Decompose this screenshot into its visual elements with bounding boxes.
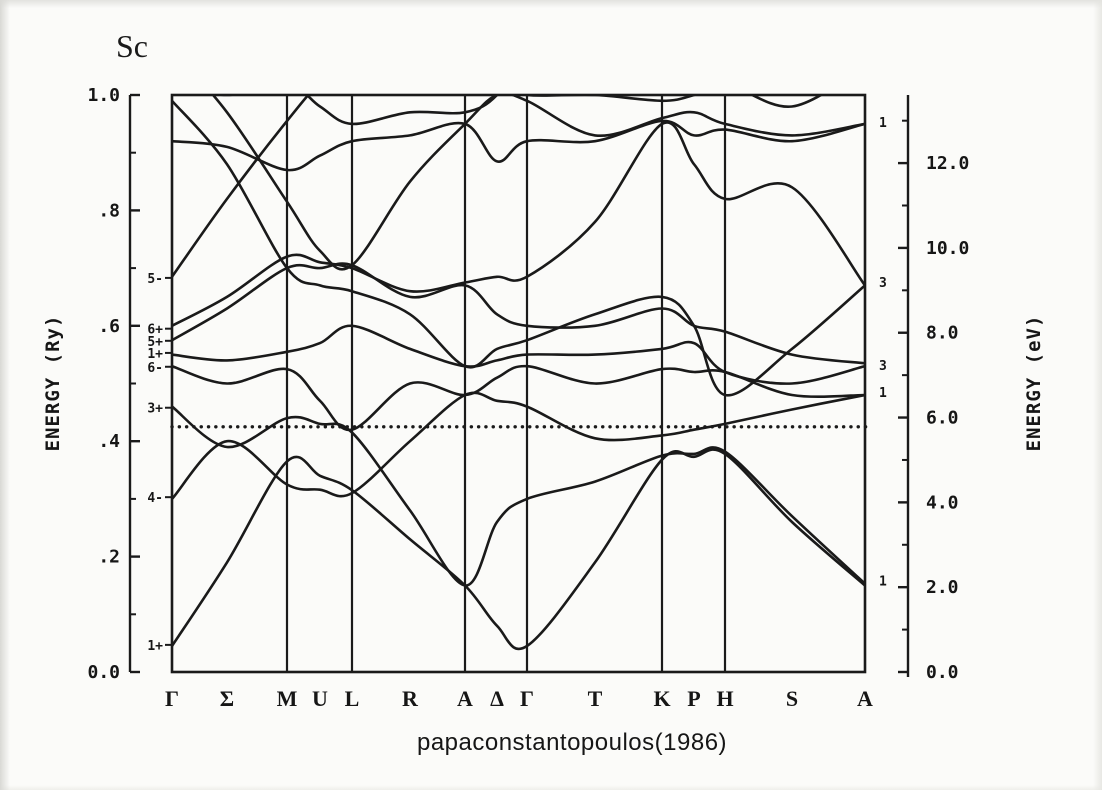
- figure-caption: papaconstantopoulos(1986): [416, 729, 728, 756]
- band-symmetry-label-right: 3: [879, 359, 887, 374]
- band-symmetry-label-left: 6-: [147, 361, 163, 376]
- y-right-tick-label: 4.0: [926, 492, 959, 513]
- plot-frame: [170, 93, 867, 674]
- band-curve: [172, 405, 865, 587]
- y-right-tick-label: 6.0: [926, 408, 959, 429]
- x-axis-kpoint-label: Γ: [165, 686, 179, 711]
- x-axis-kpoint-label: H: [716, 686, 733, 711]
- x-axis-kpoint-label: Γ: [520, 686, 534, 711]
- x-axis-kpoint-label: L: [345, 686, 360, 711]
- y-right-tick-label: 0.0: [926, 662, 959, 683]
- x-axis-kpoint-label: M: [277, 686, 298, 711]
- y-left-tick-label: .8: [98, 200, 120, 221]
- y-right-tick-label: 8.0: [926, 323, 959, 344]
- band-curves: [172, 95, 865, 651]
- band-symmetry-label-left: 1+: [147, 639, 163, 654]
- x-axis-kpoint-label: Σ: [220, 686, 234, 711]
- band-curve: [213, 95, 499, 126]
- band-symmetry-label-left: 4-: [147, 491, 163, 506]
- y-left-tick-label: .4: [98, 431, 120, 452]
- x-axis-kpoint-label: Δ: [490, 686, 504, 711]
- x-axis-kpoint-label: A: [457, 686, 473, 711]
- band-curve: [172, 448, 865, 651]
- band-curve: [211, 95, 865, 271]
- y-left-tick-label: 1.0: [87, 85, 120, 106]
- band-symmetry-label-left: 3+: [147, 402, 163, 417]
- band-symmetry-label-left: 1+: [147, 347, 163, 362]
- y-left-tick-label: .2: [98, 547, 120, 568]
- band-curve: [172, 262, 865, 365]
- band-symmetry-label-left: 5-: [147, 272, 163, 287]
- band-symmetry-label-right: 1: [879, 386, 887, 401]
- band-curve: [172, 391, 865, 501]
- y-right-tick-label: 2.0: [926, 577, 959, 598]
- band-curve: [172, 121, 865, 328]
- band-curve: [172, 119, 865, 172]
- x-axis-kpoint-label: P: [687, 686, 700, 711]
- y-right-tick-label: 12.0: [926, 153, 969, 174]
- y-right-tick-label: 10.0: [926, 238, 969, 259]
- x-axis-kpoint-label: S: [786, 686, 798, 711]
- x-axis-kpoint-label: T: [588, 686, 603, 711]
- x-axis-kpoint-label: R: [402, 686, 419, 711]
- x-axis-kpoint-label: U: [312, 686, 328, 711]
- x-axis-kpoint-label: K: [653, 686, 670, 711]
- band-symmetry-label-right: 1: [879, 574, 887, 589]
- x-axis-kpoint-label: A: [857, 686, 873, 711]
- band-symmetry-label-right: 3: [879, 276, 887, 291]
- y-left-tick-label: 0.0: [87, 662, 120, 683]
- y-left-tick-label: .6: [98, 316, 120, 337]
- band-symmetry-label-right: 1: [879, 116, 887, 131]
